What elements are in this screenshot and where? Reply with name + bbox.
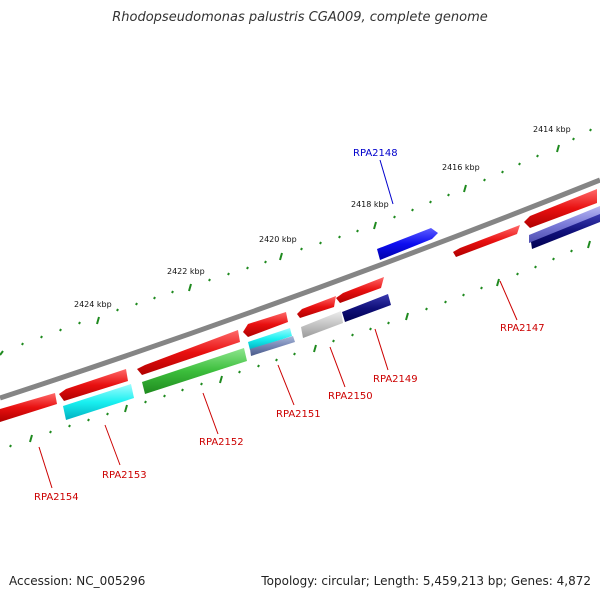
- gene-RPA2153[interactable]: [59, 369, 128, 401]
- leader-RPA2147: [499, 280, 518, 321]
- scale-label-2416: 2416 kbp: [442, 163, 480, 172]
- leader-RPA2154: [38, 446, 53, 489]
- gene-RPA2148[interactable]: [377, 228, 438, 260]
- feature-steel[interactable]: [250, 336, 295, 356]
- gene-RPA2151[interactable]: [243, 312, 288, 337]
- label-RPA2148: RPA2148: [353, 148, 398, 159]
- label-RPA2152: RPA2152: [199, 437, 244, 448]
- feature-green[interactable]: [142, 348, 247, 394]
- page-title: Rhodopseudomonas palustris CGA009, compl…: [112, 10, 488, 25]
- gene-RPA2147-a[interactable]: [453, 225, 520, 257]
- inner-scale-ring: [9, 240, 591, 448]
- leader-RPA2153: [104, 424, 121, 466]
- feature-cyan-small[interactable]: [248, 328, 292, 350]
- scale-label-2414: 2414 kbp: [533, 125, 571, 134]
- feature-lavender[interactable]: [529, 206, 600, 243]
- gene-RPA2154[interactable]: [0, 393, 57, 422]
- label-RPA2153: RPA2153: [102, 470, 147, 481]
- gene-RPA2150[interactable]: [297, 296, 336, 318]
- label-RPA2151: RPA2151: [276, 409, 321, 420]
- gene-RPA2149[interactable]: [336, 277, 384, 303]
- leader-RPA2149: [374, 328, 389, 371]
- scale-label-2422: 2422 kbp: [167, 267, 205, 276]
- outer-scale-ring: [0, 128, 592, 356]
- genome-summary-text: Topology: circular; Length: 5,459,213 bp…: [261, 574, 591, 588]
- leader-RPA2148: [379, 159, 394, 205]
- label-RPA2149: RPA2149: [373, 374, 418, 385]
- label-RPA2154: RPA2154: [34, 492, 79, 503]
- gene-RPA2152[interactable]: [137, 330, 240, 375]
- scale-label-2420: 2420 kbp: [259, 235, 297, 244]
- feature-gray[interactable]: [301, 311, 343, 338]
- feature-navy[interactable]: [342, 294, 391, 322]
- leader-RPA2151: [277, 364, 295, 406]
- scale-label-2418: 2418 kbp: [351, 200, 389, 209]
- label-RPA2147: RPA2147: [500, 323, 545, 334]
- leader-RPA2150: [329, 346, 346, 388]
- accession-text: Accession: NC_005296: [9, 574, 146, 588]
- label-RPA2150: RPA2150: [328, 391, 373, 402]
- gene-RPA2147-b[interactable]: [524, 189, 597, 228]
- leader-RPA2152: [202, 392, 219, 435]
- feature-navy-right[interactable]: [531, 214, 600, 249]
- feature-cyan[interactable]: [63, 384, 134, 420]
- genome-backbone: [0, 177, 600, 401]
- scale-label-2424: 2424 kbp: [74, 300, 112, 309]
